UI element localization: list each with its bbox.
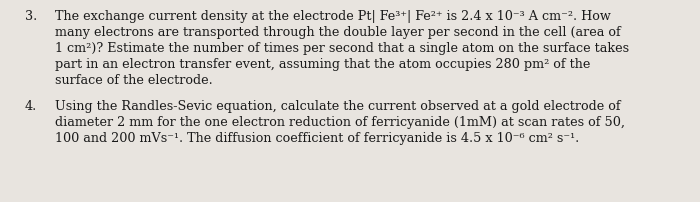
Text: 3.: 3. xyxy=(25,10,37,23)
Text: Using the Randles-Sevic equation, calculate the current observed at a gold elect: Using the Randles-Sevic equation, calcul… xyxy=(55,100,621,113)
Text: diameter 2 mm for the one electron reduction of ferricyanide (1mM) at scan rates: diameter 2 mm for the one electron reduc… xyxy=(55,116,625,129)
Text: surface of the electrode.: surface of the electrode. xyxy=(55,74,213,87)
Text: part in an electron transfer event, assuming that the atom occupies 280 pm² of t: part in an electron transfer event, assu… xyxy=(55,58,590,71)
Text: The exchange current density at the electrode Pt| Fe³⁺| Fe²⁺ is 2.4 x 10⁻³ A cm⁻: The exchange current density at the elec… xyxy=(55,10,610,23)
Text: 1 cm²)? Estimate the number of times per second that a single atom on the surfac: 1 cm²)? Estimate the number of times per… xyxy=(55,42,629,55)
Text: many electrons are transported through the double layer per second in the cell (: many electrons are transported through t… xyxy=(55,26,621,39)
Text: 100 and 200 mVs⁻¹. The diffusion coefficient of ferricyanide is 4.5 x 10⁻⁶ cm² s: 100 and 200 mVs⁻¹. The diffusion coeffic… xyxy=(55,132,580,145)
Text: 4.: 4. xyxy=(25,100,37,113)
